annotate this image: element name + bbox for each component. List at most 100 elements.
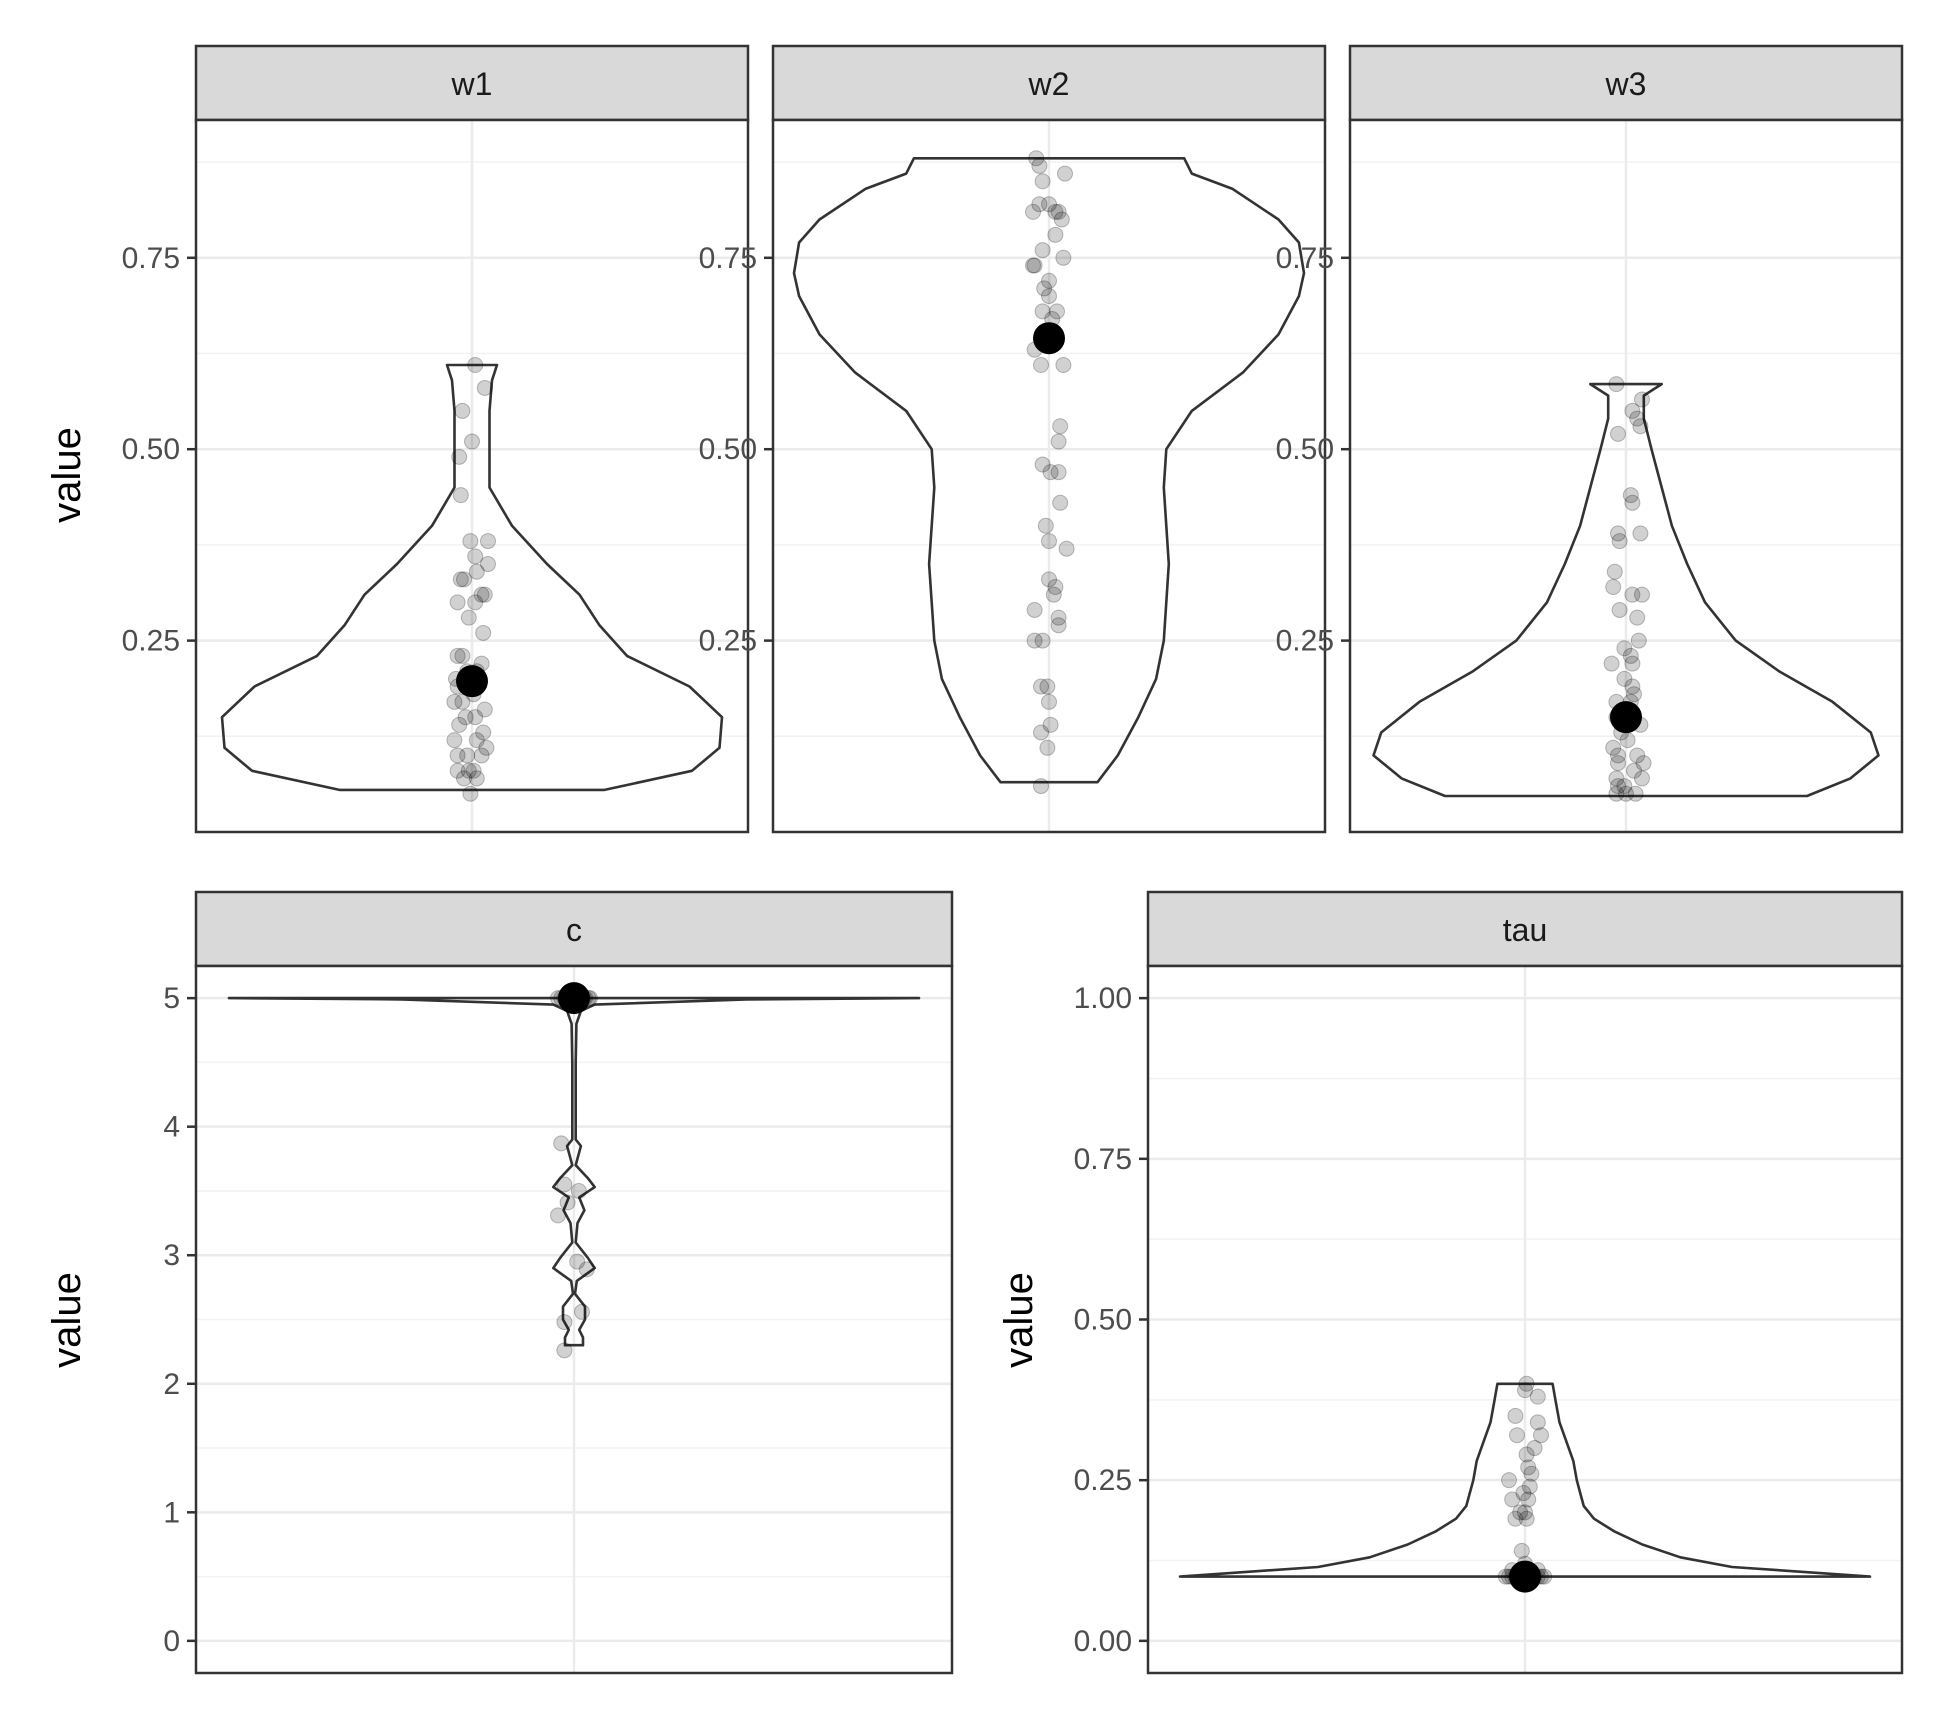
panel-tau: tau 0.00 0.25 0.50 0.75 1.00 value: [997, 890, 1904, 1675]
jitter-point: [1608, 376, 1625, 393]
panel-w3: w3 0.25 0.50 0.75: [1276, 44, 1904, 834]
jitter-point: [1055, 356, 1072, 373]
jitter-point: [1047, 579, 1064, 596]
y-tick-label: 1: [163, 1496, 180, 1529]
y-axis-title-c: value: [45, 1272, 89, 1368]
jitter-point: [457, 709, 474, 726]
jitter-point: [456, 571, 472, 588]
y-tick-label: 0.25: [1276, 625, 1334, 658]
jitter-point: [1501, 1472, 1517, 1489]
jitter-point: [1041, 288, 1057, 305]
jitter-point: [1025, 203, 1041, 220]
jitter-point: [1033, 778, 1049, 795]
jitter-point: [476, 701, 493, 718]
y-tick-label: 0.50: [1276, 433, 1334, 466]
jitter-point: [1057, 165, 1073, 182]
jitter-point: [449, 762, 466, 779]
jitter-point: [1513, 1542, 1530, 1559]
jitter-point: [456, 770, 472, 787]
jitter-point: [1518, 1510, 1535, 1527]
jitter-point: [1624, 402, 1641, 419]
jitter-point: [473, 747, 490, 764]
jitter-point: [1521, 1478, 1538, 1495]
jitter-point: [1610, 778, 1626, 795]
y-tick-label: 0: [163, 1625, 180, 1658]
jitter-point: [1627, 785, 1644, 802]
jitter-point: [478, 739, 495, 756]
jitter-point: [1624, 586, 1641, 603]
jitter-point: [556, 1342, 573, 1359]
plot-area-tau: 0.00 0.25 0.50 0.75 1.00: [1074, 964, 1904, 1675]
jitter-point: [468, 563, 485, 580]
jitter-point: [1034, 173, 1051, 190]
jitter-point: [1518, 1446, 1535, 1463]
jitter-point: [1026, 601, 1043, 618]
jitter-point: [1504, 1491, 1521, 1508]
jitter-point: [1610, 755, 1626, 772]
jitter-point: [1033, 356, 1049, 373]
jitter-point: [468, 770, 485, 787]
jitter-point: [464, 433, 480, 450]
jitter-point: [1626, 686, 1642, 703]
jitter-point: [1533, 1427, 1549, 1444]
jitter-point: [1616, 640, 1633, 657]
jitter-point: [1041, 196, 1057, 213]
violin-outline: [1178, 1382, 1872, 1578]
y-tick-label: 0.75: [1276, 242, 1334, 275]
jitter-point: [452, 571, 469, 588]
y-tick-label: 0.50: [699, 433, 757, 466]
jitter-point: [1034, 303, 1051, 320]
jitter-point: [1031, 196, 1048, 213]
y-tick-label: 0.75: [122, 242, 180, 275]
jitter-point: [467, 594, 484, 611]
jitter-point: [476, 586, 493, 603]
jitter-point: [1629, 410, 1646, 427]
jitter-point: [1050, 464, 1067, 481]
jitter-point: [1624, 678, 1641, 695]
jitter-point: [449, 647, 466, 664]
jitter-point: [553, 1135, 570, 1152]
jitter-point: [1515, 1485, 1532, 1502]
jitter-point: [460, 609, 477, 626]
jitter-point: [1616, 670, 1633, 687]
jitter-point: [1033, 724, 1049, 741]
plot-area-w1: 0.25 0.50 0.75: [122, 118, 750, 834]
violin-outline: [227, 996, 921, 1347]
jitter-point: [570, 1182, 587, 1199]
jitter-point: [467, 548, 484, 565]
jitter-point: [569, 1253, 586, 1270]
jitter-point: [1050, 609, 1067, 626]
y-tick-label: 0.75: [1074, 1143, 1132, 1176]
jitter-point: [1042, 464, 1059, 481]
jitter-point: [550, 1207, 566, 1224]
jitter-point: [1611, 601, 1628, 618]
jitter-point: [451, 716, 468, 733]
jitter-point: [480, 533, 496, 550]
panel-border: [194, 118, 750, 834]
y-tick-label: 5: [163, 982, 180, 1015]
jitter-point: [446, 732, 463, 749]
jitter-point: [449, 594, 466, 611]
jitter-point: [1034, 456, 1051, 473]
jitter-point: [460, 762, 477, 779]
jitter-point: [556, 1314, 573, 1331]
summary-point: [1033, 322, 1065, 355]
jitter-point: [1049, 303, 1065, 320]
jitter-point: [462, 785, 479, 802]
jitter-point: [462, 533, 479, 550]
jitter-point: [480, 556, 496, 573]
jitter-point: [1529, 1414, 1546, 1431]
strip-label-c: c: [566, 912, 582, 948]
jitter-point: [1028, 150, 1045, 167]
jitter-point: [1632, 525, 1649, 542]
strip-label-w3: w3: [1605, 66, 1647, 102]
jitter-point: [1039, 739, 1056, 756]
jitter-point: [1624, 655, 1641, 672]
jitter-point: [1526, 1440, 1543, 1457]
summary-point: [1509, 1560, 1541, 1593]
panel-c: c 0 1 2 3 4 5 value: [45, 890, 954, 1675]
y-tick-label: 0.75: [699, 242, 757, 275]
jitter-point: [1518, 1375, 1535, 1392]
jitter-point: [1045, 586, 1062, 603]
